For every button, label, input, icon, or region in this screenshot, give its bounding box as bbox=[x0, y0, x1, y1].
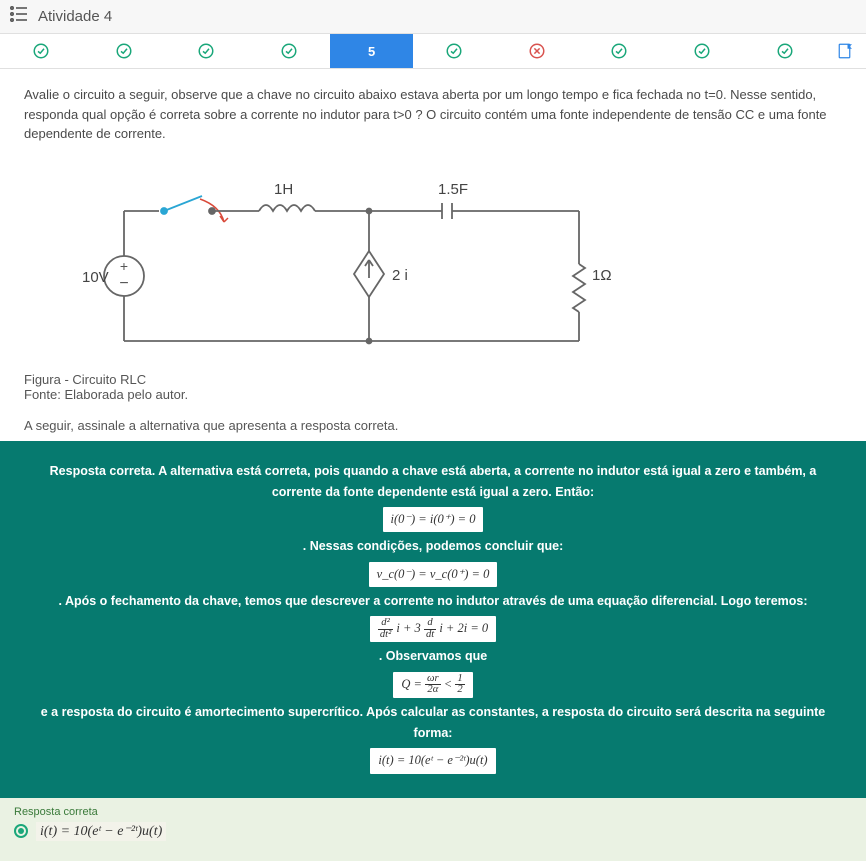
svg-text:−: − bbox=[119, 275, 128, 292]
answer-row: i(t) = 10(eᵗ − e⁻²ᵗ)u(t) bbox=[14, 822, 852, 841]
label-capacitor: 1.5F bbox=[438, 181, 468, 198]
tab-10[interactable] bbox=[743, 34, 826, 68]
feedback-eq1: i(0⁻) = i(0⁺) = 0 bbox=[383, 507, 484, 532]
feedback-line3: . Após o fechamento da chave, temos que … bbox=[28, 591, 838, 612]
feedback-line4: . Observamos que bbox=[28, 646, 838, 667]
label-inductor: 1H bbox=[274, 181, 293, 198]
tab-4[interactable] bbox=[248, 34, 331, 68]
svg-text:+: + bbox=[120, 258, 128, 274]
tab-9[interactable] bbox=[661, 34, 744, 68]
tab-5[interactable]: 5 bbox=[330, 34, 413, 68]
feedback-line5: e a resposta do circuito é amortecimento… bbox=[28, 702, 838, 745]
answer-equation: i(t) = 10(eᵗ − e⁻²ᵗ)u(t) bbox=[36, 822, 166, 841]
list-icon[interactable] bbox=[10, 6, 28, 27]
tab-7[interactable] bbox=[496, 34, 579, 68]
feedback-eq5: i(t) = 10(eᵗ − e⁻²ᵗ)u(t) bbox=[370, 748, 495, 773]
answer-box: Resposta correta i(t) = 10(eᵗ − e⁻²ᵗ)u(t… bbox=[0, 798, 866, 861]
figure-caption: Figura - Circuito RLC bbox=[24, 372, 842, 387]
flag-button[interactable] bbox=[826, 34, 866, 68]
tab-6[interactable] bbox=[413, 34, 496, 68]
tab-3[interactable] bbox=[165, 34, 248, 68]
answer-label: Resposta correta bbox=[14, 806, 852, 818]
figure-source: Fonte: Elaborada pelo autor. bbox=[24, 387, 842, 402]
question-instruction: A seguir, assinale a alternativa que apr… bbox=[24, 418, 842, 433]
label-depsource: 2 i bbox=[392, 267, 408, 284]
circuit-figure: + − 10V 1H 1.5F 2 i 1Ω bbox=[24, 156, 842, 366]
question-text: Avalie o circuito a seguir, observe que … bbox=[24, 85, 842, 144]
question-nav: 5 bbox=[0, 34, 866, 69]
tab-1[interactable] bbox=[0, 34, 83, 68]
question-content: Avalie o circuito a seguir, observe que … bbox=[0, 69, 866, 441]
label-voltage: 10V bbox=[82, 269, 109, 286]
tab-2[interactable] bbox=[83, 34, 166, 68]
feedback-intro: Resposta correta. A alternativa está cor… bbox=[28, 461, 838, 504]
tab-5-label: 5 bbox=[368, 44, 375, 59]
page-title: Atividade 4 bbox=[38, 8, 112, 25]
feedback-eq3: d²dt² i + 3 ddt i + 2i = 0 bbox=[370, 616, 496, 642]
label-resistor: 1Ω bbox=[592, 267, 612, 284]
radio-selected-icon[interactable] bbox=[14, 824, 28, 838]
feedback-eq2: v_c(0⁻) = v_c(0⁺) = 0 bbox=[369, 562, 498, 587]
feedback-line2: . Nessas condições, podemos concluir que… bbox=[28, 536, 838, 557]
page-header: Atividade 4 bbox=[0, 0, 866, 34]
feedback-panel: Resposta correta. A alternativa está cor… bbox=[0, 441, 866, 798]
tab-8[interactable] bbox=[578, 34, 661, 68]
feedback-eq4: Q = ωr2α < 12 bbox=[393, 672, 472, 698]
